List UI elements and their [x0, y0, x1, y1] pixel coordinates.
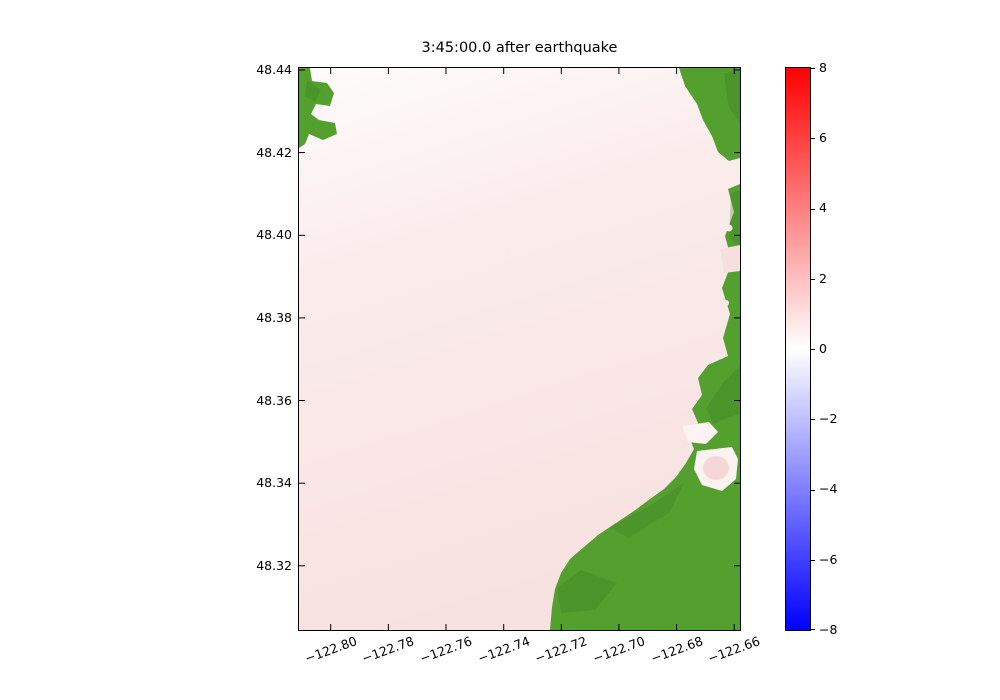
- colorbar-tick-label: 6: [819, 130, 827, 145]
- land-right-and-coast: [550, 184, 740, 630]
- plot-title: 3:45:00.0 after earthquake: [421, 40, 618, 56]
- y-tick-label: 48.40: [256, 227, 292, 242]
- pink-pocket-right-edge: [720, 245, 740, 273]
- land-shade-4: [729, 190, 740, 248]
- colorbar-gradient: [786, 68, 810, 630]
- land-shade-3: [557, 570, 617, 613]
- colorbar-tick: [811, 349, 815, 350]
- axis-tick-marks: [299, 68, 740, 630]
- colorbar-tick: [811, 629, 815, 630]
- land-shade-1: [706, 366, 740, 424]
- colorbar-tick: [811, 560, 815, 561]
- land-top-right-shade: [724, 71, 740, 123]
- colorbar-tick: [811, 490, 815, 491]
- colorbar-tick-label: 0: [819, 341, 827, 356]
- colorbar-tick-label: 4: [819, 200, 827, 215]
- y-tick-label: 48.32: [256, 558, 292, 573]
- map-canvas: [299, 68, 740, 630]
- colorbar-tick-label: −2: [819, 411, 838, 426]
- colorbar-tick: [811, 68, 815, 69]
- y-tick-label: 48.44: [256, 62, 292, 77]
- y-tick-label: 48.42: [256, 145, 292, 160]
- colorbar-tick: [811, 209, 815, 210]
- colorbar-tick-label: −6: [819, 552, 838, 567]
- map-plot-area: [298, 67, 741, 631]
- colorbar-tick-label: −4: [819, 481, 838, 496]
- white-dot-strip-1: [725, 224, 733, 232]
- pink-pocket-in-land: [703, 456, 729, 480]
- colorbar-tick-label: 8: [819, 60, 827, 75]
- colorbar-tick-label: 2: [819, 271, 827, 286]
- colorbar-tick: [811, 419, 815, 420]
- colorbar-tick: [811, 138, 815, 139]
- colorbar-tick: [811, 279, 815, 280]
- y-tick-label: 48.36: [256, 393, 292, 408]
- white-channel: [682, 422, 718, 444]
- land-top-left: [299, 68, 337, 148]
- land-top-right: [679, 68, 740, 161]
- y-tick-label: 48.38: [256, 310, 292, 325]
- colorbar-tick-label: −8: [819, 622, 838, 637]
- colorbar: [785, 67, 811, 631]
- land-shade-2: [609, 483, 684, 538]
- y-tick-label: 48.34: [256, 475, 292, 490]
- white-dot-strip-2: [723, 300, 729, 306]
- land-shade-5: [305, 80, 321, 102]
